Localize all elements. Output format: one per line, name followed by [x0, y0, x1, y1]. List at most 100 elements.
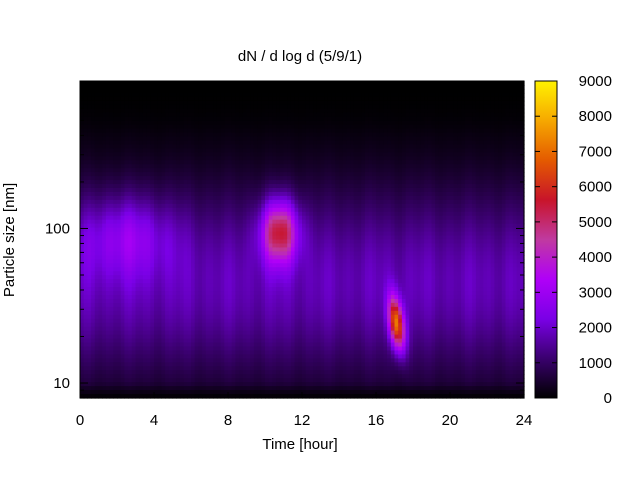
heatmap-cell — [161, 136, 166, 142]
heatmap-cell — [242, 294, 248, 300]
heatmap-cell — [231, 104, 236, 110]
heatmap-cell — [257, 227, 262, 233]
heatmap-cell — [205, 302, 211, 308]
heatmap-cell — [283, 227, 288, 233]
heatmap-cell — [231, 318, 236, 324]
heatmap-cell — [142, 152, 148, 157]
heatmap-cell — [183, 104, 188, 110]
heatmap-cell — [265, 235, 270, 241]
heatmap-cell — [113, 291, 118, 296]
heatmap-cell — [205, 187, 211, 193]
heatmap-cell — [131, 259, 137, 264]
heatmap-cell — [80, 184, 85, 189]
heatmap-cell — [287, 370, 292, 375]
heatmap-cell — [150, 215, 155, 221]
heatmap-cell — [117, 386, 122, 391]
heatmap-cell — [268, 172, 273, 177]
heatmap-cell — [157, 243, 162, 249]
heatmap-cell — [157, 231, 162, 237]
heatmap-cell — [250, 298, 255, 304]
heatmap-cell — [80, 382, 85, 387]
heatmap-cell — [231, 156, 236, 161]
heatmap-cell — [109, 279, 114, 284]
heatmap-cell — [176, 195, 181, 201]
heatmap-cell — [216, 386, 222, 391]
heatmap-cell — [183, 370, 188, 375]
heatmap-cell — [239, 108, 244, 114]
heatmap-cell — [113, 112, 118, 118]
heatmap-cell — [131, 148, 137, 153]
heatmap-cell — [109, 156, 114, 161]
heatmap-cell — [142, 354, 148, 359]
heatmap-cell — [302, 346, 307, 352]
heatmap-cell — [102, 116, 107, 122]
heatmap-cell — [194, 116, 199, 122]
heatmap-cell — [250, 255, 255, 260]
heatmap-cell — [216, 156, 222, 161]
heatmap-cell — [294, 263, 299, 268]
heatmap-cell — [253, 255, 259, 260]
heatmap-cell — [246, 346, 251, 352]
heatmap-cell — [294, 247, 299, 252]
heatmap-cell — [124, 326, 129, 332]
heatmap-cell — [253, 116, 259, 122]
heatmap-cell — [257, 88, 262, 94]
heatmap-cell — [257, 275, 262, 280]
heatmap-cell — [146, 378, 151, 383]
heatmap-cell — [105, 156, 111, 161]
heatmap-cell — [154, 386, 159, 391]
heatmap-cell — [176, 366, 181, 371]
heatmap-cell — [117, 128, 122, 134]
heatmap-cell — [224, 88, 229, 94]
heatmap-cell — [128, 263, 133, 268]
heatmap-cell — [109, 267, 114, 272]
heatmap-cell — [131, 386, 137, 391]
heatmap-cell — [220, 156, 225, 161]
heatmap-cell — [294, 140, 299, 145]
heatmap-cell — [154, 172, 159, 177]
heatmap-cell — [246, 350, 251, 356]
heatmap-cell — [194, 390, 199, 395]
heatmap-cell — [276, 108, 281, 114]
heatmap-cell — [216, 203, 222, 209]
heatmap-cell — [80, 358, 85, 363]
heatmap-cell — [246, 96, 251, 102]
heatmap-cell — [257, 382, 262, 387]
heatmap-cell — [239, 386, 244, 391]
heatmap-cell — [216, 271, 222, 276]
heatmap-cell — [105, 239, 111, 245]
heatmap-cell — [150, 136, 155, 142]
heatmap-cell — [253, 203, 259, 209]
heatmap-cell — [94, 255, 100, 260]
heatmap-cell — [109, 128, 114, 134]
heatmap-cell — [261, 263, 266, 268]
heatmap-cell — [146, 279, 151, 284]
heatmap-cell — [87, 294, 92, 300]
heatmap-cell — [131, 96, 137, 102]
heatmap-cell — [183, 164, 188, 169]
heatmap-cell — [302, 180, 307, 185]
heatmap-cell — [191, 287, 196, 292]
heatmap-cell — [302, 378, 307, 383]
heatmap-cell — [202, 180, 207, 185]
heatmap-cell — [83, 112, 88, 118]
heatmap-cell — [105, 231, 111, 237]
heatmap-cell — [294, 160, 299, 165]
heatmap-cell — [109, 203, 114, 209]
heatmap-cell — [268, 199, 273, 205]
heatmap-cell — [117, 358, 122, 363]
heatmap-cell — [131, 291, 137, 296]
heatmap-cell — [124, 160, 129, 165]
heatmap-cell — [146, 255, 151, 260]
heatmap-cell — [117, 366, 122, 371]
heatmap-cell — [80, 168, 85, 173]
heatmap-cell — [194, 207, 199, 213]
heatmap-cell — [220, 187, 225, 193]
heatmap-cell — [128, 283, 133, 288]
heatmap-cell — [157, 164, 162, 169]
heatmap-cell — [298, 172, 303, 177]
heatmap-cell — [187, 322, 192, 328]
heatmap-cell — [265, 100, 270, 106]
heatmap-cell — [191, 283, 196, 288]
heatmap-cell — [146, 350, 151, 356]
